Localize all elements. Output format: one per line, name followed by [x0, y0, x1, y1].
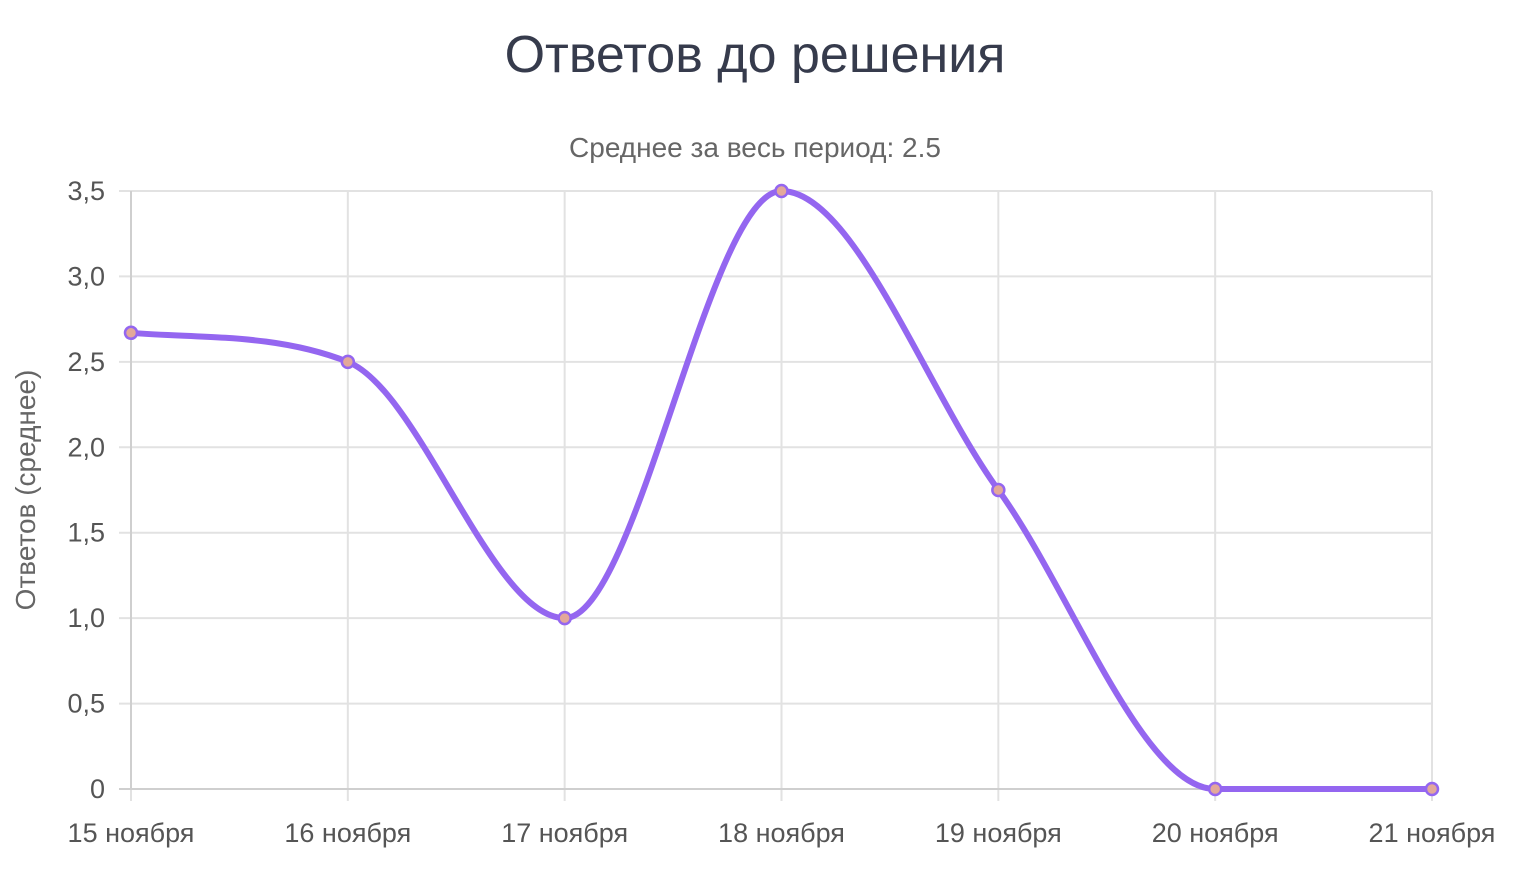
data-point[interactable]: [1424, 781, 1440, 797]
x-tick-label: 19 ноября: [935, 818, 1062, 848]
data-points: [123, 183, 1440, 797]
chart-title: Ответов до решения: [504, 26, 1006, 84]
x-tick-label: 21 ноября: [1369, 818, 1496, 848]
y-tick-label: 3,5: [67, 176, 105, 206]
data-point[interactable]: [557, 610, 572, 626]
data-point[interactable]: [123, 325, 139, 341]
y-tick-label: 1,5: [67, 518, 105, 548]
data-point[interactable]: [991, 482, 1006, 498]
data-point[interactable]: [1207, 781, 1223, 797]
axes: [119, 191, 1432, 790]
y-tick-label: 0,5: [67, 689, 105, 719]
x-tick-label: 15 ноября: [68, 818, 195, 848]
x-tick-label: 17 ноября: [501, 818, 628, 848]
y-axis-title: Ответов (среднее): [10, 370, 41, 611]
chart-subtitle: Среднее за весь период: 2.5: [569, 132, 941, 163]
data-point[interactable]: [774, 183, 789, 199]
x-tick-labels: 15 ноября 16 ноября 17 ноября 18 ноября 19 н…: [68, 818, 1496, 848]
grid-lines: [119, 190, 1433, 801]
y-tick-label: 0: [90, 774, 105, 804]
x-tick-label: 16 ноября: [284, 818, 411, 848]
y-tick-label: 2,0: [67, 432, 105, 462]
y-tick-label: 1,0: [67, 603, 105, 633]
y-tick-label: 2,5: [67, 347, 105, 377]
x-tick-label: 20 ноября: [1152, 818, 1279, 848]
x-tick-label: 18 ноября: [718, 818, 845, 848]
y-tick-labels: 0 0,5 1,0 1,5 2,0 2,5 3,0 3,5: [67, 176, 105, 804]
data-point[interactable]: [340, 354, 356, 370]
y-tick-label: 3,0: [67, 261, 105, 291]
